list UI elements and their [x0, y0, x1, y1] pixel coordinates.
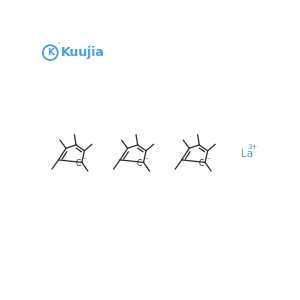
Text: ⁻: ⁻ — [145, 158, 148, 164]
Text: °: ° — [57, 43, 60, 48]
Text: C: C — [76, 159, 81, 168]
Text: ⁻: ⁻ — [83, 158, 87, 164]
Text: La: La — [241, 149, 253, 159]
Text: ⁻: ⁻ — [206, 158, 210, 164]
Text: Kuujia: Kuujia — [61, 46, 105, 59]
Text: C: C — [137, 159, 142, 168]
Text: K: K — [47, 48, 54, 57]
Text: C: C — [199, 159, 204, 168]
Text: 3+: 3+ — [248, 144, 258, 150]
